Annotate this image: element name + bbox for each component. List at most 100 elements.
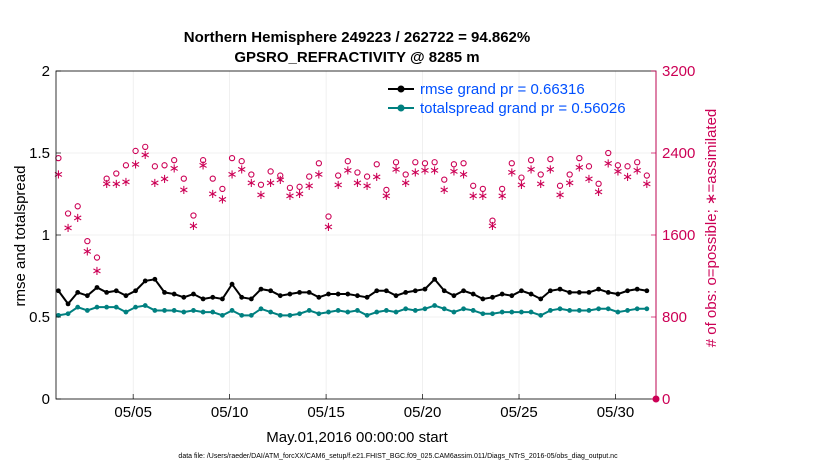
totalspread-point xyxy=(104,304,110,310)
rmse-point xyxy=(219,296,225,302)
obs-possible-point xyxy=(238,158,245,165)
totalspread-point xyxy=(374,309,380,315)
totalspread-point xyxy=(181,309,187,315)
obs-assimilated-point: ∗ xyxy=(545,163,556,178)
rmse-point xyxy=(287,291,293,297)
obs-assimilated-point: ∗ xyxy=(468,189,479,204)
totalspread-point xyxy=(65,311,71,317)
obs-possible-point xyxy=(277,172,284,179)
rmse-point xyxy=(229,281,235,287)
obs-assimilated-point: ∗ xyxy=(362,179,373,194)
rmse-line xyxy=(57,277,648,306)
y-left-axis-label: rmse and totalspread xyxy=(12,166,29,307)
totalspread-point xyxy=(75,304,81,310)
obs-possible-point xyxy=(402,171,409,178)
totalspread-point xyxy=(297,311,302,317)
totalspread-point xyxy=(596,306,602,312)
totalspread-point xyxy=(499,309,505,315)
obs-possible-point xyxy=(132,147,139,155)
totalspread-point xyxy=(191,308,196,313)
totalspread-point xyxy=(162,308,167,313)
rmse-point xyxy=(557,286,563,292)
rmse-point xyxy=(364,294,370,300)
obs-possible-point xyxy=(498,185,506,193)
obs-possible-point xyxy=(74,203,81,210)
legend: rmse grand pr = 0.66316 totalspread gran… xyxy=(388,81,626,117)
rmse-point xyxy=(576,290,582,295)
rmse-point xyxy=(480,296,486,302)
rmse-point xyxy=(374,288,380,294)
y-right-tick-label: 3200 xyxy=(662,63,695,80)
rmse-point xyxy=(403,290,409,295)
rmse-point xyxy=(200,296,206,302)
legend-rmse-label: rmse grand pr = 0.66316 xyxy=(420,81,585,98)
obs-assimilated-point: ∗ xyxy=(333,178,344,193)
obs-possible-point xyxy=(614,162,622,169)
obs-possible-point xyxy=(518,174,525,181)
totalspread-point xyxy=(326,309,331,315)
obs-possible-point xyxy=(450,161,458,168)
totalspread-point xyxy=(364,312,370,318)
rmse-point xyxy=(412,288,418,294)
obs-assimilated-point: ∗ xyxy=(564,176,575,191)
obs-assimilated-point: ∗ xyxy=(188,219,199,234)
y-right-tick-label: 800 xyxy=(662,309,687,326)
totalspread-point xyxy=(56,312,61,318)
obs-possible-point xyxy=(508,160,515,167)
obs-possible-point xyxy=(84,237,91,245)
totalspread-point xyxy=(470,308,476,313)
rmse-point xyxy=(432,276,438,282)
rmse-point xyxy=(171,291,177,297)
obs-possible-point xyxy=(257,181,265,188)
rmse-point xyxy=(567,290,573,295)
obs-assimilated-point: ∗ xyxy=(72,211,83,226)
rmse-point xyxy=(248,296,254,302)
totalspread-point xyxy=(200,309,206,315)
rmse-point xyxy=(355,293,360,299)
obs-possible-point xyxy=(363,173,371,180)
legend-rmse-marker xyxy=(397,85,405,93)
series-layer: ∗∗∗∗∗∗∗∗∗∗∗∗∗∗∗∗∗∗∗∗∗∗∗∗∗∗∗∗∗∗∗∗∗∗∗∗∗∗∗∗… xyxy=(53,143,652,318)
obs-assimilated-point: ∗ xyxy=(535,177,546,192)
obs-possible-point xyxy=(315,160,323,167)
obs-assimilated-point: ∗ xyxy=(342,164,353,179)
rmse-point xyxy=(84,293,90,299)
obs-assimilated-point: ∗ xyxy=(506,166,517,181)
obs-assimilated-point: ∗ xyxy=(641,177,652,192)
rmse-point xyxy=(470,291,476,297)
obs-assimilated-point: ∗ xyxy=(420,164,431,179)
rmse-point xyxy=(634,286,640,292)
obs-assimilated-point: ∗ xyxy=(555,188,566,203)
rmse-point xyxy=(528,291,534,297)
obs-possible-point xyxy=(470,182,477,189)
obs-possible-point xyxy=(566,171,573,178)
obs-assimilated-point: ∗ xyxy=(149,176,160,191)
obs-possible-point xyxy=(55,154,62,162)
obs-possible-point xyxy=(421,160,429,167)
totalspread-point xyxy=(586,308,592,313)
rmse-point xyxy=(316,294,322,300)
totalspread-point xyxy=(248,312,254,318)
obs-assimilated-point: ∗ xyxy=(516,178,527,193)
x-tick-label: 05/30 xyxy=(597,404,635,421)
rmse-point xyxy=(239,294,245,300)
obs-possible-point xyxy=(161,162,168,169)
totalspread-point xyxy=(171,308,177,313)
obs-possible-point xyxy=(306,173,313,180)
totalspread-point xyxy=(605,306,611,312)
obs-assimilated-point: ∗ xyxy=(477,189,488,204)
obs-assimilated-point: ∗ xyxy=(304,179,315,194)
rmse-point xyxy=(277,293,283,299)
obs-possible-point xyxy=(171,157,178,164)
rmse-point xyxy=(383,288,389,294)
obs-possible-point xyxy=(180,175,187,182)
totalspread-point xyxy=(615,309,621,315)
rmse-point xyxy=(538,296,544,302)
rmse-point xyxy=(258,286,264,292)
obs-possible-point xyxy=(103,175,110,182)
x-tick-label: 05/05 xyxy=(114,404,152,421)
obs-assimilated-point: ∗ xyxy=(169,162,180,177)
obs-assimilated-point: ∗ xyxy=(429,164,440,179)
y-right-tick-label: 2400 xyxy=(662,145,695,162)
obs-assimilated-point: ∗ xyxy=(159,172,170,187)
